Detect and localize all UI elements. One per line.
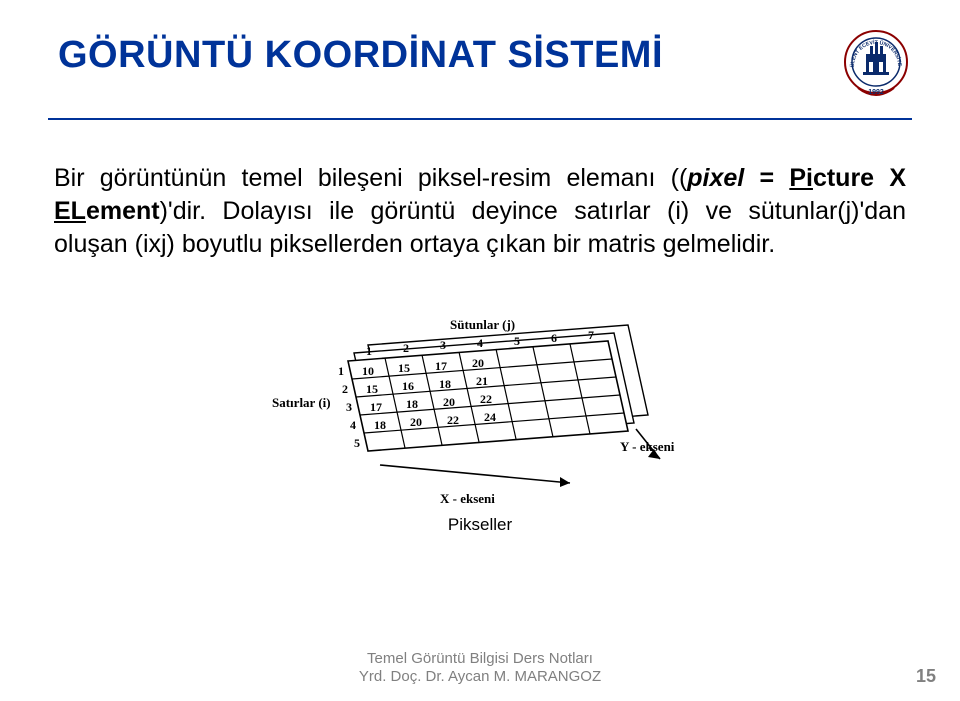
cell: 20 xyxy=(410,415,422,429)
text-ixj: (ixj) xyxy=(135,230,175,258)
cell: 17 xyxy=(370,400,382,414)
col-num: 4 xyxy=(477,336,483,350)
title-divider xyxy=(48,118,912,120)
cell: 15 xyxy=(398,361,410,375)
cell: 18 xyxy=(406,397,418,411)
text-pi: Pi xyxy=(789,164,813,192)
col-num: 5 xyxy=(514,334,520,348)
x-axis-label: X - ekseni xyxy=(440,491,495,506)
cell: 20 xyxy=(472,356,484,370)
col-num: 6 xyxy=(551,331,557,345)
cell: 18 xyxy=(374,418,386,432)
footer-line1: Temel Görüntü Bilgisi Ders Notları xyxy=(0,650,960,669)
text-pixel: pixel xyxy=(687,164,744,192)
text-x: X xyxy=(874,164,906,192)
diagram-caption: Pikseller xyxy=(48,515,912,535)
row-num: 5 xyxy=(354,436,360,450)
y-axis-label: Y - ekseni xyxy=(620,439,675,454)
rows-label: Satırlar (i) xyxy=(272,395,331,410)
row-num: 4 xyxy=(350,418,356,432)
cell: 22 xyxy=(480,392,492,406)
svg-text:1992: 1992 xyxy=(868,89,884,96)
page-number: 15 xyxy=(916,666,936,687)
cell: 18 xyxy=(439,377,451,391)
col-num: 3 xyxy=(440,338,446,352)
cols-label: Sütunlar (j) xyxy=(450,317,515,332)
text-ement: ement xyxy=(86,197,160,225)
pixel-matrix-diagram: 1 2 3 4 5 6 7 1 2 3 4 5 10 15 17 20 15 xyxy=(48,279,912,509)
text-el: EL xyxy=(54,197,86,225)
cell: 15 xyxy=(366,382,378,396)
cell: 21 xyxy=(476,374,488,388)
footer: Temel Görüntü Bilgisi Ders Notları Yrd. … xyxy=(0,650,960,688)
slide-title: GÖRÜNTÜ KOORDİNAT SİSTEMİ xyxy=(58,34,663,77)
text-eq: = xyxy=(744,164,789,192)
text-closeparen: ) xyxy=(160,197,168,225)
footer-line2: Yrd. Doç. Dr. Aycan M. MARANGOZ xyxy=(0,668,960,687)
cell: 20 xyxy=(443,395,455,409)
row-num: 2 xyxy=(342,382,348,396)
col-num: 2 xyxy=(403,341,409,355)
text-cture: cture xyxy=(813,164,874,192)
slide: GÖRÜNTÜ KOORDİNAT SİSTEMİ BÜLENT ECEVİT … xyxy=(0,0,960,701)
cell: 16 xyxy=(402,379,414,393)
text-pre: Bir görüntünün temel bileşeni piksel-res… xyxy=(54,164,687,192)
row-num: 3 xyxy=(346,400,352,414)
university-logo: BÜLENT ECEVİT ÜNİVERSİTESİ 1992 xyxy=(840,28,912,100)
text-rest: boyutlu piksellerden ortaya çıkan bir ma… xyxy=(175,230,775,258)
title-row: GÖRÜNTÜ KOORDİNAT SİSTEMİ BÜLENT ECEVİT … xyxy=(48,28,912,100)
col-num: 7 xyxy=(588,328,594,342)
cell: 10 xyxy=(362,364,374,378)
cell: 22 xyxy=(447,413,459,427)
cell: 17 xyxy=(435,359,447,373)
body-paragraph: Bir görüntünün temel bileşeni piksel-res… xyxy=(48,162,912,261)
col-num: 1 xyxy=(366,344,372,358)
row-num: 1 xyxy=(338,364,344,378)
cell: 24 xyxy=(484,410,496,424)
